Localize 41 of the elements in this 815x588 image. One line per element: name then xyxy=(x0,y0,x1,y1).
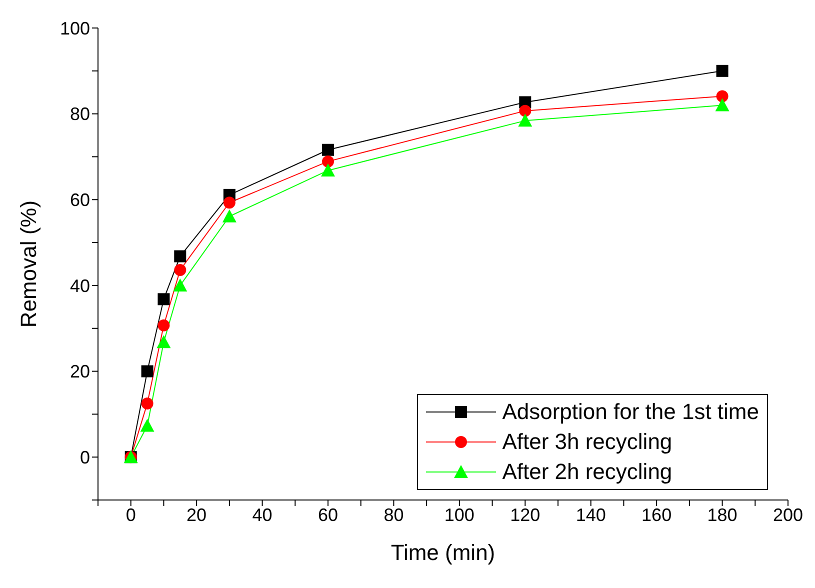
x-tick-label: 80 xyxy=(384,504,404,525)
x-tick-label: 40 xyxy=(252,504,272,525)
point xyxy=(158,319,170,332)
y-tick-label: 40 xyxy=(70,276,90,296)
y-tick-label: 0 xyxy=(80,447,90,468)
y-tick-label: 80 xyxy=(70,104,90,124)
point xyxy=(173,278,188,292)
legend-label: After 2h recycling xyxy=(502,458,672,486)
x-axis-title: Time (min) xyxy=(390,540,496,565)
y-tick-label: 20 xyxy=(70,362,90,382)
legend-label: Adsorption for the 1st time xyxy=(502,398,759,426)
point xyxy=(140,418,154,432)
point xyxy=(156,335,171,348)
point xyxy=(322,155,334,168)
x-tick-label: 100 xyxy=(444,504,474,525)
x-tick-label: 180 xyxy=(707,504,738,525)
point xyxy=(716,90,728,102)
y-tick-label: 60 xyxy=(70,190,90,210)
point xyxy=(222,209,236,222)
point xyxy=(141,397,154,410)
point xyxy=(518,114,532,127)
y-tick-label: 100 xyxy=(60,18,90,38)
point xyxy=(716,64,728,77)
x-tick-label: 200 xyxy=(772,504,804,525)
point xyxy=(174,250,186,262)
x-tick-label: 20 xyxy=(186,504,207,525)
x-tick-label: 160 xyxy=(642,504,672,525)
x-tick-label: 120 xyxy=(510,504,540,525)
point xyxy=(715,98,730,112)
legend-label: After 3h recycling xyxy=(502,428,672,456)
point xyxy=(322,144,334,156)
point xyxy=(174,264,186,276)
point xyxy=(158,293,170,306)
x-tick-label: 0 xyxy=(126,504,136,525)
point xyxy=(223,196,236,209)
x-tick-label: 140 xyxy=(576,504,606,525)
point xyxy=(141,365,154,378)
y-axis-title: Removal (%) xyxy=(16,200,41,328)
x-tick-label: 60 xyxy=(318,504,338,525)
point xyxy=(519,104,532,117)
point xyxy=(321,163,335,176)
